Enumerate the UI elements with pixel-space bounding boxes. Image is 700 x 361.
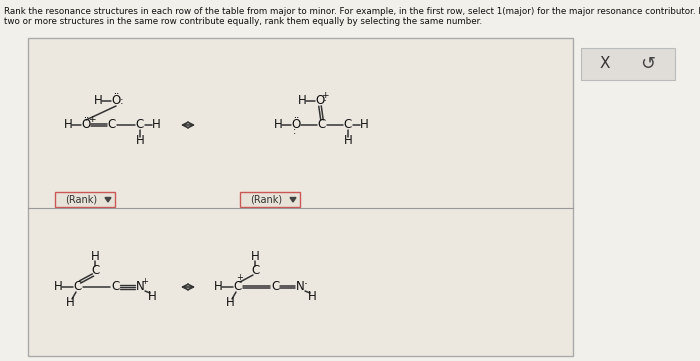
Text: (Rank): (Rank) — [65, 195, 97, 204]
Text: H: H — [136, 135, 144, 148]
Polygon shape — [290, 197, 296, 202]
Text: N: N — [136, 280, 144, 293]
FancyBboxPatch shape — [581, 48, 675, 80]
Text: ·: · — [304, 278, 308, 291]
Text: X: X — [600, 57, 610, 71]
Text: H: H — [214, 280, 223, 293]
Text: C: C — [271, 280, 279, 293]
Text: H: H — [251, 251, 260, 264]
Text: H: H — [94, 95, 102, 108]
Text: H: H — [54, 280, 62, 293]
Text: ↺: ↺ — [640, 55, 656, 73]
Text: two or more structures in the same row contribute equally, rank them equally by : two or more structures in the same row c… — [4, 17, 482, 26]
Text: C: C — [74, 280, 82, 293]
Text: +: + — [237, 274, 244, 283]
Text: N: N — [295, 280, 304, 293]
Text: C: C — [108, 118, 116, 131]
Text: H: H — [344, 135, 352, 148]
Polygon shape — [105, 197, 111, 202]
Text: H: H — [298, 95, 307, 108]
Text: C: C — [111, 280, 119, 293]
FancyBboxPatch shape — [55, 192, 115, 207]
Text: +: + — [321, 91, 329, 100]
Text: C: C — [318, 118, 326, 131]
Text: C: C — [136, 118, 144, 131]
Text: H: H — [225, 296, 234, 309]
Text: C: C — [251, 264, 259, 277]
Text: C: C — [344, 118, 352, 131]
Bar — [28, 38, 573, 356]
Text: Ö: Ö — [81, 118, 90, 131]
Text: :: : — [120, 96, 124, 106]
Text: Ö: Ö — [111, 95, 120, 108]
Text: H: H — [90, 251, 99, 264]
Text: ·: · — [323, 96, 327, 109]
Text: +: + — [141, 277, 148, 286]
Text: O: O — [316, 95, 325, 108]
Text: H: H — [360, 118, 368, 131]
Text: :: : — [293, 126, 297, 136]
Text: Rank the resonance structures in each row of the table from major to minor. For : Rank the resonance structures in each ro… — [4, 7, 700, 16]
Text: H: H — [274, 118, 282, 131]
Text: H: H — [148, 291, 156, 304]
Text: +: + — [88, 116, 96, 125]
Text: H: H — [64, 118, 72, 131]
Text: H: H — [152, 118, 160, 131]
Text: (Rank): (Rank) — [250, 195, 282, 204]
Text: H: H — [66, 296, 74, 309]
Text: H: H — [307, 291, 316, 304]
Text: Ö: Ö — [291, 118, 300, 131]
Text: C: C — [234, 280, 242, 293]
FancyBboxPatch shape — [240, 192, 300, 207]
Text: C: C — [91, 264, 99, 277]
